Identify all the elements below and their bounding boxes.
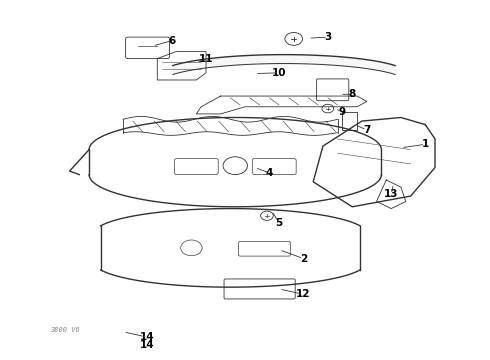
Text: 3800 V6: 3800 V6 bbox=[50, 327, 80, 333]
Text: 3: 3 bbox=[324, 32, 331, 42]
Text: 5: 5 bbox=[275, 218, 283, 228]
Text: 1: 1 bbox=[422, 139, 429, 149]
Text: 8: 8 bbox=[348, 89, 356, 99]
Text: 14: 14 bbox=[140, 340, 155, 350]
Text: 9: 9 bbox=[339, 107, 346, 117]
Text: 7: 7 bbox=[363, 125, 370, 135]
Text: 6: 6 bbox=[168, 36, 175, 46]
Text: 2: 2 bbox=[300, 253, 307, 264]
Text: 13: 13 bbox=[384, 189, 398, 199]
Text: 10: 10 bbox=[272, 68, 286, 78]
Text: 4: 4 bbox=[266, 168, 273, 178]
Text: 12: 12 bbox=[296, 289, 311, 299]
Text: 11: 11 bbox=[199, 54, 213, 64]
Text: 14: 14 bbox=[140, 332, 155, 342]
